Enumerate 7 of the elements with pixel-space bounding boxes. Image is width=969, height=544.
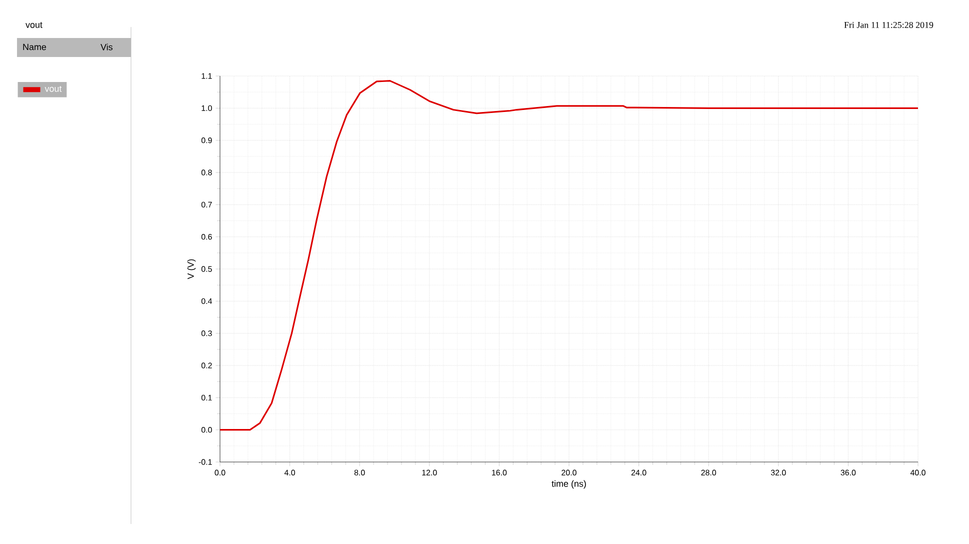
legend-label: vout: [44, 86, 62, 92]
text: Fri Jan 11 11:25:28 2019: [844, 22, 934, 28]
text: Vis: [100, 44, 112, 50]
text: vout: [26, 22, 42, 28]
y-axis-title: V (V): [187, 259, 196, 280]
text: Name: [23, 44, 46, 50]
x-axis-title: time (ns): [552, 480, 586, 489]
